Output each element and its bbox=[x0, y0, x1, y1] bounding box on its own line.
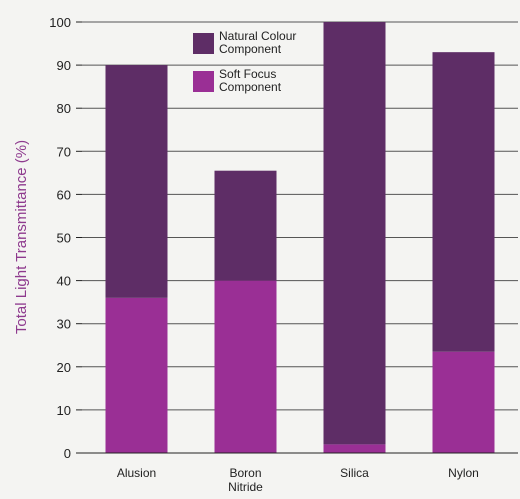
y-tick-label: 0 bbox=[64, 446, 71, 461]
y-tick-label: 70 bbox=[57, 144, 71, 159]
x-category-label: Boron Nitride bbox=[228, 466, 263, 494]
y-tick-label: 90 bbox=[57, 58, 71, 73]
bar-natural-colour bbox=[432, 52, 495, 352]
y-tick-label: 30 bbox=[57, 317, 71, 332]
x-category-label: Nylon bbox=[448, 466, 479, 480]
y-tick-label: 80 bbox=[57, 101, 71, 116]
bar-natural-colour bbox=[105, 65, 168, 298]
y-axis-label: Total Light Transmittance (%) bbox=[13, 140, 30, 334]
legend-label: Soft Focus Component bbox=[219, 67, 282, 94]
bar-natural-colour bbox=[323, 22, 386, 445]
legend-swatch bbox=[193, 33, 214, 54]
y-tick-labels: 0 10 20 30 40 50 60 70 80 90 100 bbox=[49, 15, 82, 461]
legend-label: Natural Colour Component bbox=[219, 29, 296, 56]
x-category-label: Alusion bbox=[117, 466, 156, 480]
bar-soft-focus bbox=[214, 280, 277, 453]
y-tick-label: 10 bbox=[57, 403, 71, 418]
legend-swatch bbox=[193, 71, 214, 92]
bar-soft-focus bbox=[432, 351, 495, 453]
y-tick-label: 60 bbox=[57, 187, 71, 202]
y-tick-label: 100 bbox=[49, 15, 71, 30]
bar-soft-focus bbox=[323, 444, 386, 453]
x-category-labels: Alusion Boron Nitride Silica Nylon bbox=[117, 466, 479, 494]
y-tick-label: 40 bbox=[57, 274, 71, 289]
bar-natural-colour bbox=[214, 170, 277, 281]
y-tick-label: 50 bbox=[57, 231, 71, 246]
legend: Natural Colour Component Soft Focus Compone… bbox=[193, 29, 296, 94]
bars bbox=[105, 22, 495, 453]
bar-soft-focus bbox=[105, 297, 168, 453]
y-tick-label: 20 bbox=[57, 360, 71, 375]
x-category-label: Silica bbox=[340, 466, 369, 480]
